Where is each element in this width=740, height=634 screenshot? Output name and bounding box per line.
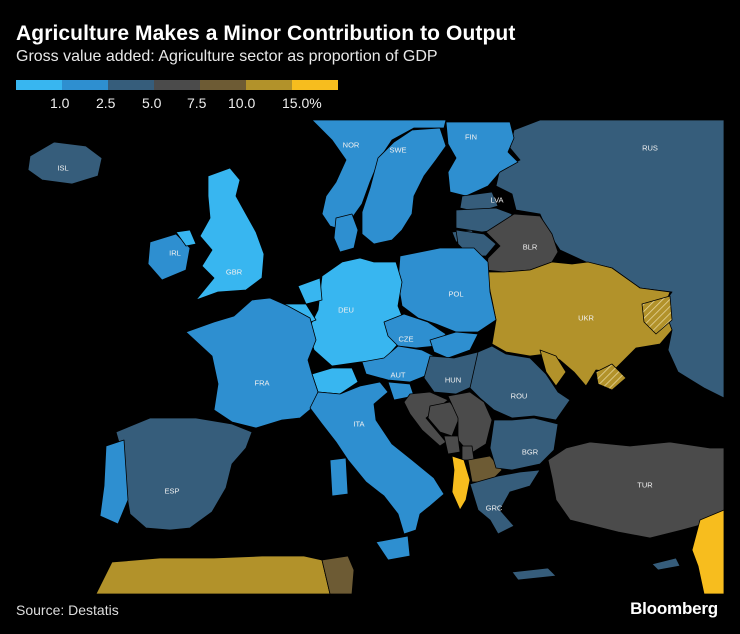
region-fin (445, 121, 519, 197)
region-grc (469, 469, 541, 535)
label-lva: LVA (490, 195, 504, 205)
label-pol: POL (448, 289, 464, 299)
label-fra: FRA (254, 378, 270, 388)
legend-tick-5: 10.0 (228, 95, 256, 111)
label-ita: ITA (353, 419, 365, 429)
label-blr: BLR (522, 242, 538, 252)
label-grc: GRC (485, 503, 503, 513)
label-tur: TUR (637, 480, 653, 490)
region-dza (95, 555, 331, 594)
region-sardinia (329, 457, 349, 497)
label-rou: ROU (510, 391, 528, 401)
region-sicily (375, 535, 411, 561)
label-deu: DEU (338, 305, 354, 315)
region-ita (309, 381, 445, 535)
region-mne (443, 435, 461, 455)
region-dnk (333, 213, 359, 253)
label-bgr: BGR (521, 447, 539, 457)
region-nld (297, 277, 323, 305)
source-note: Source: Destatis (16, 602, 119, 618)
region-fra (185, 297, 319, 429)
region-tur (547, 441, 725, 539)
region-tun (321, 555, 355, 594)
legend-swatch-4 (154, 80, 200, 90)
region-prt (99, 439, 129, 525)
legend-swatch-6 (246, 80, 292, 90)
region-syr (691, 509, 725, 594)
legend-tick-6: 15.0% (282, 95, 322, 111)
region-rou (469, 345, 571, 421)
legend-tick-2: 2.5 (96, 95, 116, 111)
region-donbas (641, 295, 673, 335)
label-nor: NOR (342, 140, 360, 150)
label-gbr: GBR (225, 267, 243, 277)
label-fin: FIN (464, 132, 478, 142)
region-nir (175, 229, 197, 247)
label-esp: ESP (164, 486, 180, 496)
region-crimea (595, 363, 627, 391)
region-mda (539, 349, 567, 387)
region-bgr (489, 417, 559, 471)
region-svk (429, 331, 479, 359)
region-deu (307, 257, 403, 367)
legend-tick-3: 5.0 (142, 95, 162, 111)
region-gbr (195, 167, 265, 301)
region-alb (451, 455, 471, 511)
label-cze: CZE (398, 334, 414, 344)
region-mkd (467, 455, 503, 483)
legend-swatch-1 (16, 80, 62, 90)
chart-title: Agriculture Makes a Minor Contribution t… (16, 22, 516, 45)
label-ukr: UKR (578, 313, 594, 323)
region-swe (361, 127, 447, 245)
region-ukr (485, 261, 673, 387)
label-isl: ISL (57, 163, 69, 173)
legend-tick-4: 7.5 (187, 95, 207, 111)
legend-swatch-5 (200, 80, 246, 90)
label-swe: SWE (389, 145, 407, 155)
region-cyp (651, 557, 681, 571)
region-irl (147, 233, 191, 281)
label-aut: AUT (390, 370, 406, 380)
label-rus: RUS (642, 143, 658, 153)
chart-subtitle: Gross value added: Agriculture sector as… (16, 48, 438, 65)
bloomberg-logo: Bloomberg (630, 599, 718, 618)
region-srb (447, 391, 493, 455)
legend-swatch-3 (108, 80, 154, 90)
label-hun: HUN (444, 375, 462, 385)
europe-map: ISL NOR SWE FIN RUS LVA BLR IRL GBR DEU … (0, 118, 740, 594)
region-xkx (461, 445, 475, 461)
region-crete (511, 567, 557, 581)
legend-swatch-2 (62, 80, 108, 90)
legend-tick-1: 1.0 (50, 95, 70, 111)
region-isl (27, 141, 103, 185)
region-pol (397, 247, 497, 333)
label-irl: IRL (169, 248, 181, 258)
region-esp (115, 417, 253, 531)
legend-swatch-7 (292, 80, 338, 90)
